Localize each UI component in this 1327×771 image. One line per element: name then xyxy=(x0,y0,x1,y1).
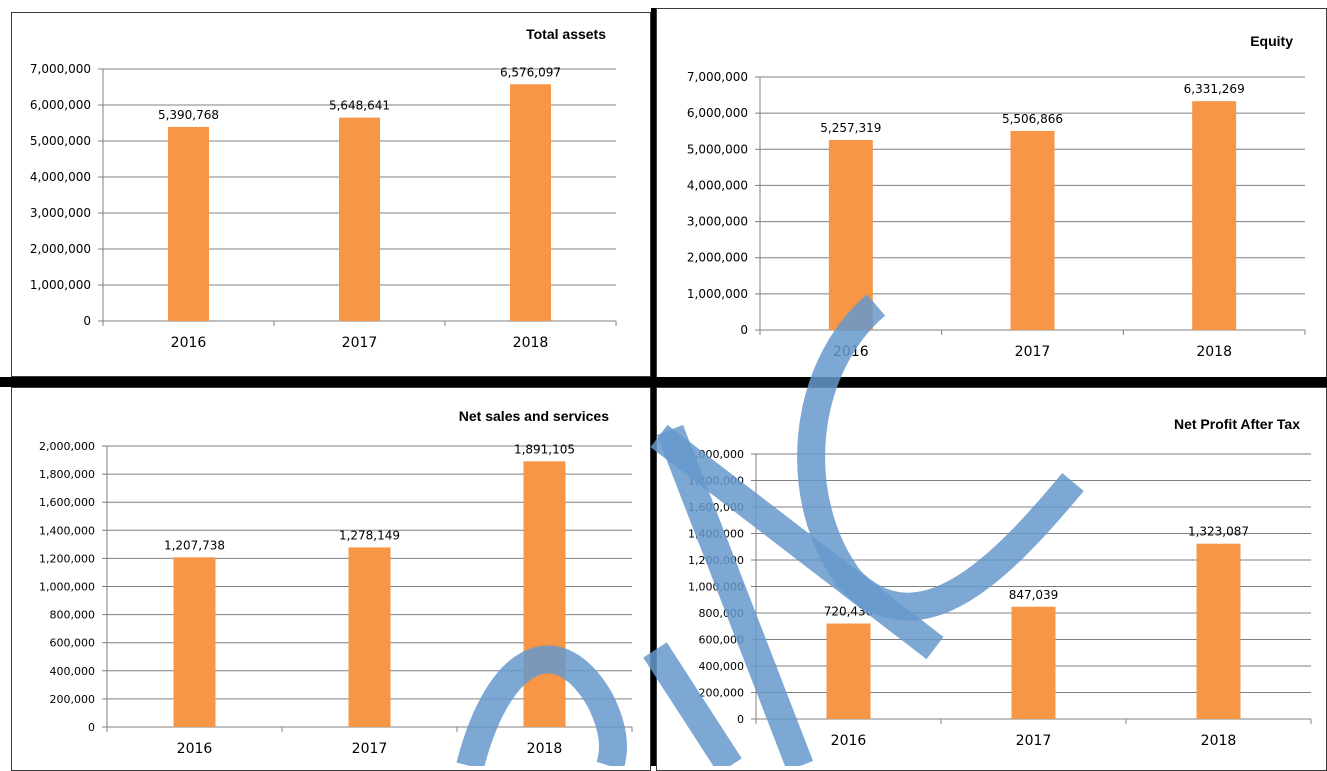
chart-equity: Equity 0 1,000,000 2,000,000 3,000,000 4,000,… xyxy=(687,33,1306,360)
bar-2018 xyxy=(523,461,566,727)
y-tick-label: 1,200,000 xyxy=(39,552,95,565)
chart-panel-equity: Equity 0 1,000,000 2,000,000 3,000,000 4,000,… xyxy=(656,8,1327,378)
y-tick-label: 7,000,000 xyxy=(30,62,91,76)
y-tick-label: 6,000,000 xyxy=(687,106,748,120)
vertical-divider xyxy=(651,8,656,766)
bar-2016 xyxy=(168,126,209,322)
y-tick-label: 4,000,000 xyxy=(30,170,91,184)
chart-panel-net-profit: Net Profit After Tax 0 200,000 400,000 600,0… xyxy=(656,387,1327,771)
y-tick-label: 800,000 xyxy=(50,609,96,622)
chart-title: Net sales and services xyxy=(459,408,609,424)
x-tick-label: 2017 xyxy=(1016,733,1052,749)
y-tick-label: 1,600,000 xyxy=(688,501,744,514)
bar-2017 xyxy=(339,117,380,321)
bar-2016 xyxy=(828,139,873,330)
y-tick-label: 0 xyxy=(737,713,744,726)
y-tick-label: 4,000,000 xyxy=(687,178,748,192)
chart-title: Total assets xyxy=(526,26,606,42)
y-tick-label: 6,000,000 xyxy=(30,98,91,112)
y-tick-label: 400,000 xyxy=(699,660,745,673)
x-tick-label: 2018 xyxy=(513,335,549,351)
data-label: 1,207,738 xyxy=(164,538,225,552)
y-tick-label: 200,000 xyxy=(699,687,745,700)
y-tick-label: 3,000,000 xyxy=(30,206,91,220)
bar-2017 xyxy=(1011,606,1056,719)
bar-2017 xyxy=(1010,130,1055,330)
y-tick-label: 0 xyxy=(88,721,95,734)
x-tick-label: 2018 xyxy=(1196,344,1232,360)
data-label: 5,390,768 xyxy=(158,108,219,122)
chart-panel-net-sales: Net sales and services 0 200,000 400,000 600… xyxy=(11,387,651,771)
chart-net-sales-and-services: Net sales and services 0 200,000 400,000 600… xyxy=(39,408,633,757)
bar-2016 xyxy=(826,623,871,719)
y-tick-label: 0 xyxy=(83,314,91,328)
data-label: 1,278,149 xyxy=(339,528,400,542)
x-tick-label: 2016 xyxy=(833,344,869,360)
y-tick-label: 200,000 xyxy=(50,693,96,706)
y-tick-label: 1,600,000 xyxy=(39,496,95,509)
y-tick-label: 600,000 xyxy=(50,637,96,650)
data-label: 720,430 xyxy=(824,605,874,619)
y-tick-label: 2,000,000 xyxy=(39,440,95,453)
x-tick-label: 2018 xyxy=(1201,733,1237,749)
data-label: 5,257,319 xyxy=(820,121,881,135)
chart-panel-total-assets: Total assets 0 1,000,000 2,000,000 3,000,000… xyxy=(11,12,651,377)
chart-total-assets: Total assets 0 1,000,000 2,000,000 3,000,000… xyxy=(30,26,617,351)
y-tick-label: 800,000 xyxy=(699,607,745,620)
y-tick-label: 5,000,000 xyxy=(30,134,91,148)
x-tick-label: 2016 xyxy=(831,733,867,749)
y-tick-label: 1,800,000 xyxy=(39,468,95,481)
y-tick-label: 1,400,000 xyxy=(688,528,744,541)
y-tick-label: 1,000,000 xyxy=(687,287,748,301)
data-label: 5,648,641 xyxy=(329,99,390,113)
y-tick-label: 2,000,000 xyxy=(687,251,748,265)
y-tick-label: 2,000,000 xyxy=(30,242,91,256)
y-tick-label: 2,000,000 xyxy=(688,448,744,461)
bar-2017 xyxy=(348,547,391,727)
chart-net-profit-after-tax: Net Profit After Tax 0 200,000 400,000 600,0… xyxy=(688,416,1312,749)
data-label: 847,039 xyxy=(1009,588,1059,602)
x-tick-label: 2018 xyxy=(527,741,563,757)
chart-title: Net Profit After Tax xyxy=(1174,416,1300,432)
x-tick-label: 2017 xyxy=(342,335,378,351)
bar-2018 xyxy=(1192,101,1237,330)
horizontal-divider xyxy=(0,377,1327,387)
y-tick-label: 0 xyxy=(740,323,748,337)
y-tick-label: 3,000,000 xyxy=(687,215,748,229)
x-tick-label: 2017 xyxy=(352,741,388,757)
bar-2016 xyxy=(173,557,216,727)
x-tick-label: 2016 xyxy=(171,335,207,351)
y-tick-label: 1,000,000 xyxy=(688,581,744,594)
bar-2018 xyxy=(1196,543,1241,719)
data-label: 1,891,105 xyxy=(514,442,575,456)
y-tick-label: 1,400,000 xyxy=(39,524,95,537)
y-tick-label: 5,000,000 xyxy=(687,142,748,156)
data-label: 6,576,097 xyxy=(500,65,561,79)
y-tick-label: 1,000,000 xyxy=(39,581,95,594)
y-tick-label: 7,000,000 xyxy=(687,70,748,84)
bar-2018 xyxy=(510,84,551,322)
y-tick-label: 1,200,000 xyxy=(688,554,744,567)
x-tick-label: 2017 xyxy=(1015,344,1051,360)
y-tick-label: 400,000 xyxy=(50,665,96,678)
y-tick-label: 1,800,000 xyxy=(688,475,744,488)
x-tick-label: 2016 xyxy=(177,741,213,757)
data-label: 1,323,087 xyxy=(1188,525,1249,539)
data-label: 6,331,269 xyxy=(1184,82,1245,96)
y-tick-label: 1,000,000 xyxy=(30,278,91,292)
chart-title: Equity xyxy=(1250,33,1293,49)
data-label: 5,506,866 xyxy=(1002,112,1063,126)
y-tick-label: 600,000 xyxy=(699,634,745,647)
